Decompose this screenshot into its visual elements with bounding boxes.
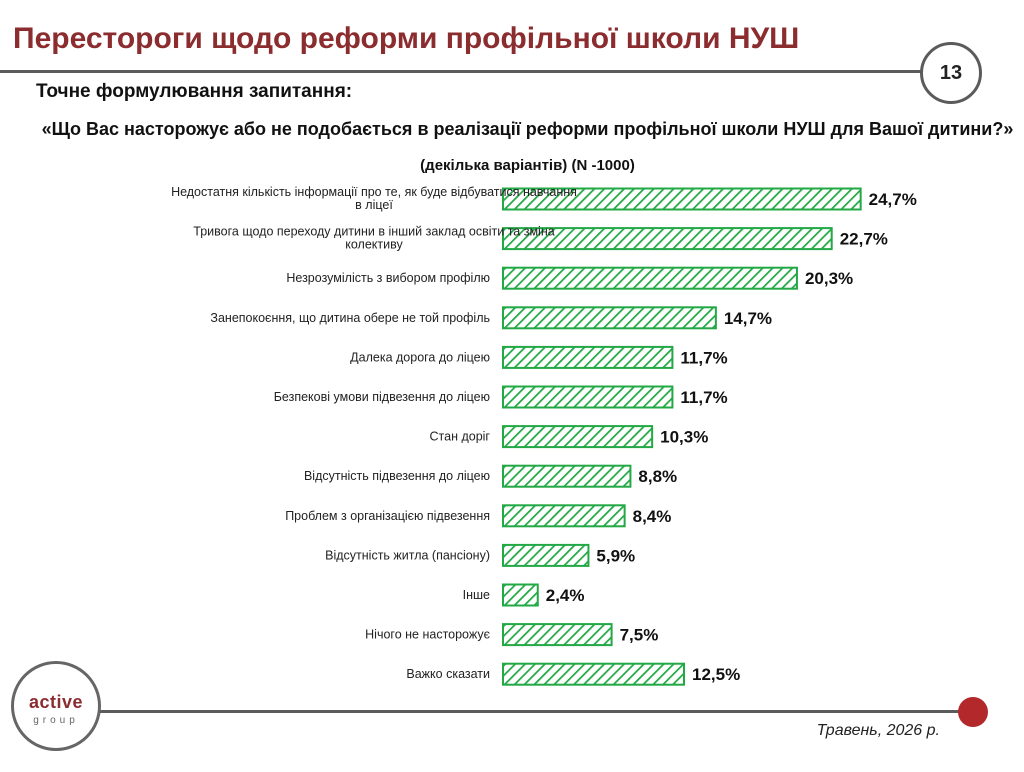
category-label-3: Занепокоєння, що дитина обере не той про… [210, 311, 490, 325]
bar-7 [502, 464, 632, 488]
category-label-1: Тривога щодо переходу дитини в інший зак… [193, 225, 554, 252]
bar-3 [502, 306, 717, 330]
header-divider [0, 70, 928, 73]
footer-divider [100, 710, 968, 713]
accent-dot [958, 697, 988, 727]
category-label-12: Важко сказати [406, 667, 490, 681]
bar-11 [502, 623, 613, 647]
bars-layer: 24,7% Недостатня кількість інформації про… [171, 185, 917, 686]
category-label-5: Безпекові умови підвезення до ліцею [274, 390, 490, 404]
question-note: (декілька варіантів) (N -1000) [420, 157, 635, 174]
value-label-6: 10,3% [660, 428, 708, 447]
bar-1 [502, 227, 833, 251]
question-wording: «Що Вас насторожує або не подобається в … [41, 119, 1014, 139]
bar-0 [502, 187, 862, 211]
value-label-11: 7,5% [620, 626, 659, 645]
logo-subtext: group [33, 715, 79, 726]
category-label-7: Відсутність підвезення до ліцею [304, 469, 490, 483]
question-heading: Точне формулювання запитання: [36, 81, 353, 102]
category-label-8: Проблем з організацією підвезення [285, 509, 490, 523]
page-number-badge: 13 [920, 42, 982, 104]
value-label-12: 12,5% [692, 665, 740, 684]
value-label-9: 5,9% [596, 546, 635, 565]
category-label-9: Відсутність житла (пансіону) [325, 548, 490, 562]
bar-5 [502, 385, 674, 409]
value-label-3: 14,7% [724, 309, 772, 328]
category-label-0: Недостатня кількість інформації про те, … [171, 185, 577, 212]
value-label-1: 22,7% [840, 230, 888, 249]
bar-10 [502, 583, 539, 607]
page-title: Перестороги щодо реформи профільної школ… [13, 22, 800, 55]
bar-12 [502, 662, 685, 686]
category-label-10: Інше [463, 588, 490, 602]
category-label-11: Нічого не насторожує [365, 628, 490, 642]
bar-4 [502, 345, 674, 369]
bar-2 [502, 266, 798, 290]
category-label-4: Далека дорога до ліцею [350, 350, 490, 364]
value-label-5: 11,7% [680, 388, 727, 407]
category-label-6: Стан доріг [430, 430, 491, 444]
bar-8 [502, 504, 626, 528]
active-group-logo: active group [11, 661, 101, 751]
value-label-10: 2,4% [546, 586, 585, 605]
bar-6 [502, 425, 654, 449]
logo-wordmark: active [28, 692, 84, 712]
value-label-2: 20,3% [805, 269, 853, 288]
category-label-2: Незрозумілість з вибором профілю [286, 271, 490, 285]
value-label-0: 24,7% [869, 190, 917, 209]
value-label-8: 8,4% [633, 507, 672, 526]
value-label-7: 8,8% [638, 467, 677, 486]
value-label-4: 11,7% [680, 348, 727, 367]
survey-date: Травень, 2026 р. [816, 722, 940, 739]
bar-9 [502, 543, 590, 567]
question-text: «Що Вас насторожує або не подобається в … [40, 112, 1015, 183]
